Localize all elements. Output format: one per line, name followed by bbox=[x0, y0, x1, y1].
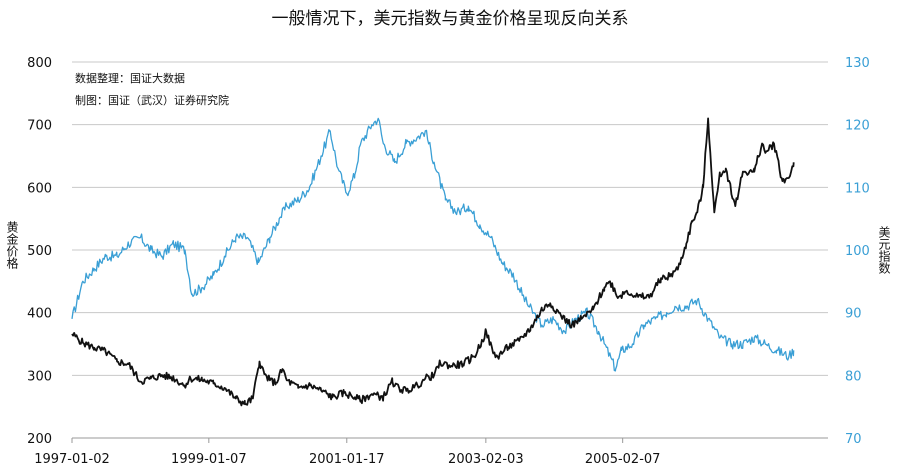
series-line-gold-price bbox=[71, 117, 795, 407]
left-axis-label: 黄金价格 bbox=[5, 221, 19, 269]
right-tick-label: 80 bbox=[845, 369, 862, 384]
author-note: 制图：国证（武汉）证券研究院 bbox=[75, 93, 229, 107]
left-tick-label: 600 bbox=[27, 181, 52, 196]
left-tick-label: 400 bbox=[27, 307, 52, 322]
left-tick-label: 200 bbox=[27, 432, 52, 447]
right-axis-label: 美元指数 bbox=[877, 226, 891, 275]
x-tick-label: 1997-01-02 bbox=[34, 452, 110, 467]
left-axis-ticks: 200 300 400 500 600 700 800 bbox=[27, 56, 52, 447]
right-tick-label: 130 bbox=[845, 56, 870, 71]
right-tick-label: 120 bbox=[845, 119, 870, 134]
source-note: 数据整理：国证大数据 bbox=[75, 71, 185, 85]
right-tick-label: 110 bbox=[845, 181, 870, 196]
series-layer bbox=[71, 117, 795, 407]
x-tick-label: 2005-02-07 bbox=[585, 452, 661, 467]
left-tick-label: 300 bbox=[27, 369, 52, 384]
left-tick-label: 800 bbox=[27, 56, 52, 71]
series-line-usd-index bbox=[71, 117, 795, 372]
x-tick-label: 2003-02-03 bbox=[448, 452, 524, 467]
x-axis-ticks: 1997-01-02 1999-01-07 2001-01-17 2003-02-03… bbox=[34, 438, 660, 467]
right-tick-label: 90 bbox=[845, 307, 862, 322]
left-tick-label: 500 bbox=[27, 244, 52, 259]
x-tick-label: 1999-01-07 bbox=[171, 452, 247, 467]
x-tick-label: 2001-01-17 bbox=[309, 452, 385, 467]
left-tick-label: 700 bbox=[27, 119, 52, 134]
right-tick-label: 100 bbox=[845, 244, 870, 259]
chart-title: 一般情况下，美元指数与黄金价格呈现反向关系 bbox=[272, 9, 629, 29]
right-axis-ticks: 70 80 90 100 110 120 130 bbox=[845, 56, 870, 447]
right-tick-label: 70 bbox=[845, 432, 862, 447]
gridlines bbox=[72, 61, 828, 376]
